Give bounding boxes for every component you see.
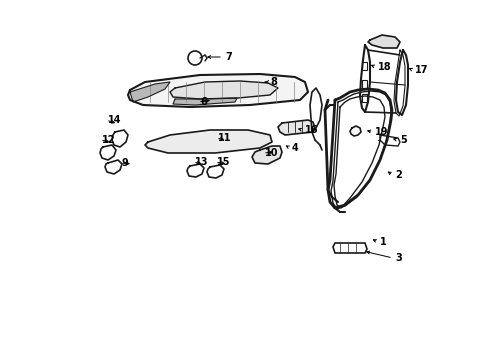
Text: 13: 13 [195,157,208,167]
Text: 3: 3 [394,253,401,263]
Polygon shape [173,98,237,105]
Text: 14: 14 [108,115,121,125]
Text: 4: 4 [291,143,298,153]
Text: 6: 6 [200,97,206,107]
Polygon shape [379,135,399,146]
Text: 17: 17 [414,65,427,75]
Polygon shape [361,62,366,70]
Polygon shape [251,146,282,164]
Text: 9: 9 [122,158,128,168]
Text: 7: 7 [224,52,231,62]
Polygon shape [361,80,366,88]
Text: 2: 2 [394,170,401,180]
Text: 15: 15 [217,157,230,167]
Polygon shape [361,94,366,102]
Text: 10: 10 [264,148,278,158]
Polygon shape [145,130,271,153]
Text: 5: 5 [399,135,406,145]
Polygon shape [170,81,278,99]
Text: 18: 18 [377,62,391,72]
Polygon shape [332,243,366,253]
Text: 8: 8 [269,77,276,87]
Polygon shape [278,120,314,135]
Text: 11: 11 [218,133,231,143]
Polygon shape [367,35,399,48]
Polygon shape [130,82,170,102]
Text: 1: 1 [379,237,386,247]
Polygon shape [128,74,307,107]
Text: 12: 12 [102,135,115,145]
Text: 16: 16 [305,125,318,135]
Text: 19: 19 [374,127,387,137]
